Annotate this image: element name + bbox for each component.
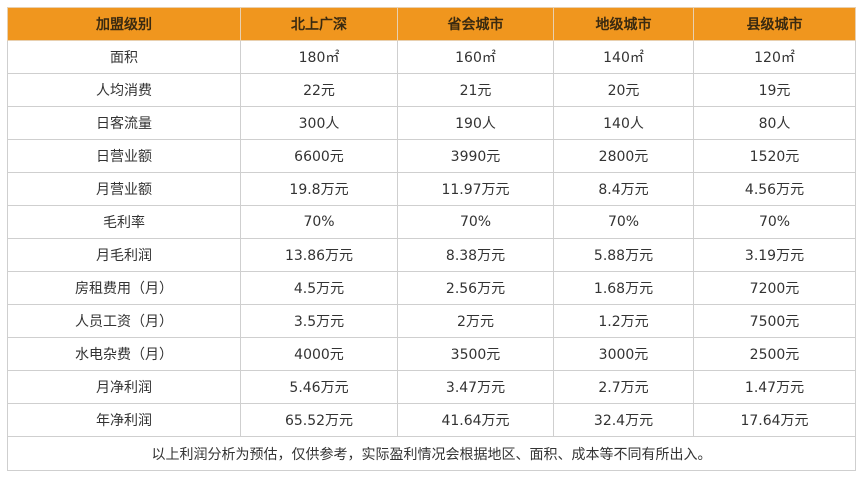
cell: 22元: [240, 73, 398, 107]
cell: 11.97万元: [397, 172, 554, 206]
cell: 70%: [693, 205, 856, 239]
row-label: 面积: [7, 40, 241, 74]
row-label: 日营业额: [7, 139, 241, 173]
header-cell: 县级城市: [693, 7, 856, 41]
cell: 3.19万元: [693, 238, 856, 272]
cell: 7500元: [693, 304, 856, 338]
row-label: 年净利润: [7, 403, 241, 437]
table-row: 人员工资（月） 3.5万元 2万元 1.2万元 7500元: [7, 304, 856, 338]
header-cell: 加盟级别: [7, 7, 241, 41]
cell: 80人: [693, 106, 856, 140]
table-row: 年净利润 65.52万元 41.64万元 32.4万元 17.64万元: [7, 403, 856, 437]
cell: 2500元: [693, 337, 856, 371]
cell: 41.64万元: [397, 403, 554, 437]
table-row: 月净利润 5.46万元 3.47万元 2.7万元 1.47万元: [7, 370, 856, 404]
row-label: 月净利润: [7, 370, 241, 404]
note-row: 以上利润分析为预估，仅供参考，实际盈利情况会根据地区、面积、成本等不同有所出入。: [7, 436, 856, 471]
cell: 19元: [693, 73, 856, 107]
header-cell: 北上广深: [240, 7, 398, 41]
cell: 300人: [240, 106, 398, 140]
row-label: 人均消费: [7, 73, 241, 107]
cell: 20元: [553, 73, 694, 107]
cell: 2万元: [397, 304, 554, 338]
header-row: 加盟级别 北上广深 省会城市 地级城市 县级城市: [7, 7, 856, 41]
cell: 8.4万元: [553, 172, 694, 206]
cell: 19.8万元: [240, 172, 398, 206]
note: 以上利润分析为预估，仅供参考，实际盈利情况会根据地区、面积、成本等不同有所出入。: [7, 436, 856, 471]
cell: 3000元: [553, 337, 694, 371]
row-label: 月营业额: [7, 172, 241, 206]
cell: 190人: [397, 106, 554, 140]
table-row: 月营业额 19.8万元 11.97万元 8.4万元 4.56万元: [7, 172, 856, 206]
cell: 4.56万元: [693, 172, 856, 206]
row-label: 房租费用（月）: [7, 271, 241, 305]
cell: 70%: [553, 205, 694, 239]
cell: 2.7万元: [553, 370, 694, 404]
table-row: 毛利率 70% 70% 70% 70%: [7, 205, 856, 239]
cell: 3.5万元: [240, 304, 398, 338]
cell: 6600元: [240, 139, 398, 173]
table-row: 房租费用（月） 4.5万元 2.56万元 1.68万元 7200元: [7, 271, 856, 305]
cell: 2.56万元: [397, 271, 554, 305]
cell: 21元: [397, 73, 554, 107]
table-row: 面积 180㎡ 160㎡ 140㎡ 120㎡: [7, 40, 856, 74]
header-cell: 省会城市: [397, 7, 554, 41]
cell: 17.64万元: [693, 403, 856, 437]
row-label: 毛利率: [7, 205, 241, 239]
table-row: 日营业额 6600元 3990元 2800元 1520元: [7, 139, 856, 173]
cell: 140人: [553, 106, 694, 140]
cell: 120㎡: [693, 40, 856, 74]
cell: 2800元: [553, 139, 694, 173]
table-row: 日客流量 300人 190人 140人 80人: [7, 106, 856, 140]
row-label: 水电杂费（月）: [7, 337, 241, 371]
cell: 3990元: [397, 139, 554, 173]
table-row: 人均消费 22元 21元 20元 19元: [7, 73, 856, 107]
cell: 8.38万元: [397, 238, 554, 272]
cell: 32.4万元: [553, 403, 694, 437]
cell: 180㎡: [240, 40, 398, 74]
cell: 65.52万元: [240, 403, 398, 437]
cell: 5.46万元: [240, 370, 398, 404]
cell: 5.88万元: [553, 238, 694, 272]
cell: 1520元: [693, 139, 856, 173]
table-row: 月毛利润 13.86万元 8.38万元 5.88万元 3.19万元: [7, 238, 856, 272]
header-cell: 地级城市: [553, 7, 694, 41]
cell: 7200元: [693, 271, 856, 305]
cell: 1.47万元: [693, 370, 856, 404]
table-body: 面积 180㎡ 160㎡ 140㎡ 120㎡ 人均消费 22元 21元 20元 19元 日客流量 30…: [7, 40, 856, 471]
cell: 4000元: [240, 337, 398, 371]
table-row: 水电杂费（月） 4000元 3500元 3000元 2500元: [7, 337, 856, 371]
cell: 70%: [240, 205, 398, 239]
row-label: 月毛利润: [7, 238, 241, 272]
cell: 140㎡: [553, 40, 694, 74]
cell: 3500元: [397, 337, 554, 371]
cell: 4.5万元: [240, 271, 398, 305]
cell: 70%: [397, 205, 554, 239]
row-label: 人员工资（月）: [7, 304, 241, 338]
cell: 3.47万元: [397, 370, 554, 404]
cell: 1.2万元: [553, 304, 694, 338]
cell: 13.86万元: [240, 238, 398, 272]
cell: 160㎡: [397, 40, 554, 74]
cell: 1.68万元: [553, 271, 694, 305]
row-label: 日客流量: [7, 106, 241, 140]
